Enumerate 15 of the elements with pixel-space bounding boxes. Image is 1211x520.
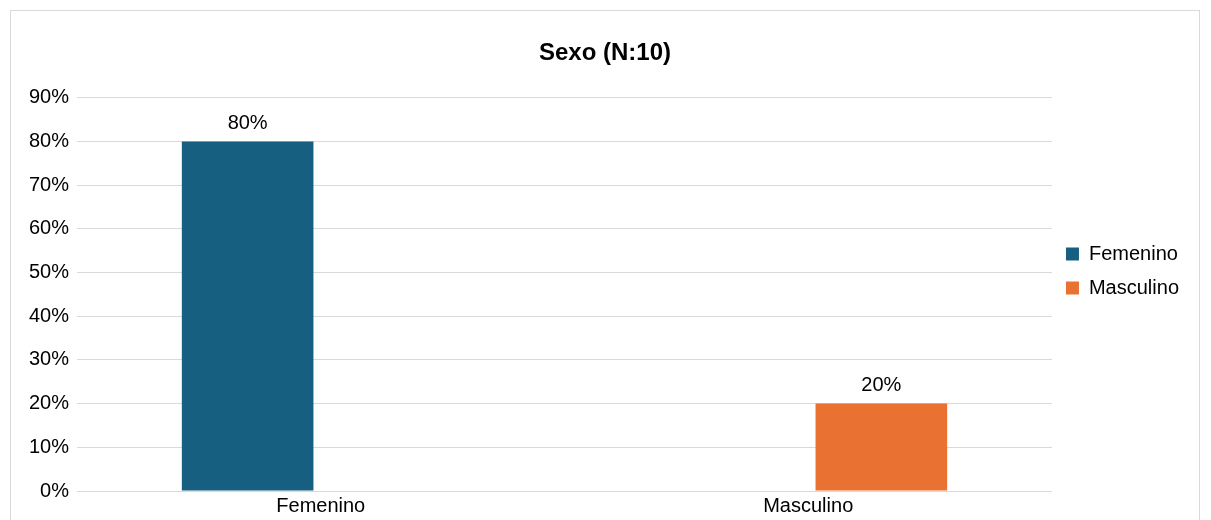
- chart-title: Sexo (N:10): [538, 38, 672, 66]
- y-tick-label: 10%: [29, 434, 70, 457]
- legend-label: Femenino: [1088, 241, 1178, 264]
- y-tick-label: 60%: [29, 216, 70, 239]
- y-tick-label: 0%: [40, 478, 70, 501]
- y-tick-label: 20%: [29, 391, 70, 414]
- y-tick-label: 30%: [29, 347, 70, 370]
- data-label: 20%: [861, 373, 902, 396]
- y-tick-label: 40%: [29, 303, 70, 326]
- y-tick-label: 70%: [29, 172, 70, 195]
- y-tick-label: 90%: [29, 85, 70, 108]
- y-tick-label: 80%: [29, 129, 70, 151]
- y-tick-label: 50%: [29, 260, 70, 283]
- data-label: 80%: [227, 111, 268, 133]
- legend-label: Masculino: [1088, 275, 1180, 298]
